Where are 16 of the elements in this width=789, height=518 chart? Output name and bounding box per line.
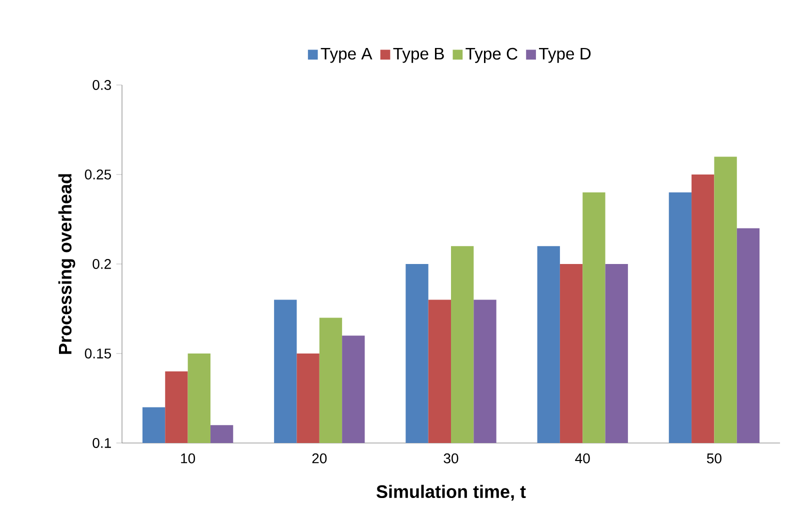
legend-label: Type D bbox=[538, 48, 591, 63]
x-tick-label: 20 bbox=[312, 453, 327, 464]
legend-label: Type A bbox=[320, 48, 372, 63]
x-tick-label: 10 bbox=[181, 453, 196, 464]
y-tick-label: 0.25 bbox=[84, 170, 112, 180]
x-axis-title: Simulation time, t bbox=[376, 484, 526, 501]
x-tick-label: 50 bbox=[706, 453, 722, 464]
y-tick-label: 0.15 bbox=[84, 348, 112, 358]
y-axis-title: Processing overhead bbox=[58, 174, 76, 354]
y-tick-label: 0.1 bbox=[92, 438, 111, 448]
x-tick-label: 30 bbox=[444, 453, 458, 464]
x-tick-label: 40 bbox=[575, 453, 590, 464]
legend-label: Type C bbox=[466, 48, 518, 63]
y-tick-label: 0.3 bbox=[92, 80, 111, 90]
y-tick-label: 0.2 bbox=[92, 259, 111, 269]
legend-label: Type B bbox=[393, 48, 444, 63]
